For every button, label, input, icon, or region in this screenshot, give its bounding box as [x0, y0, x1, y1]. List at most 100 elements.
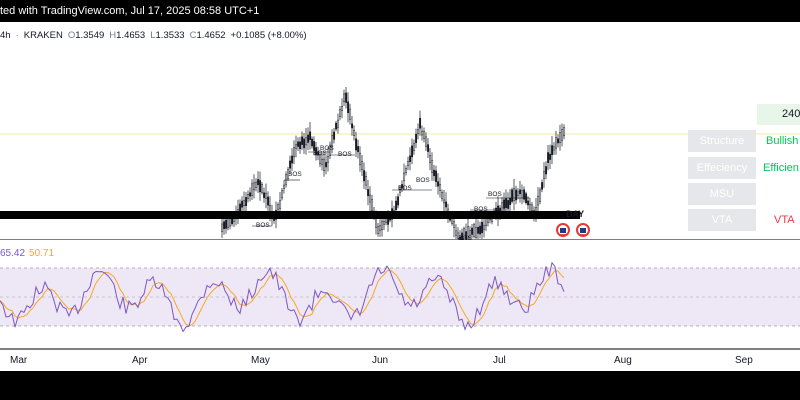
price-label: 240 [757, 104, 800, 125]
candle-body [319, 154, 322, 165]
candle-body [333, 131, 336, 140]
candle-body [395, 200, 398, 210]
rsi-pane[interactable] [0, 240, 800, 350]
candle-body [511, 189, 514, 202]
publisher-text: ted with TradingView.com, Jul 17, 2025 0… [0, 5, 260, 17]
timeframe[interactable]: 4h [0, 29, 11, 41]
candle-body [371, 199, 374, 211]
candle-body [527, 200, 530, 206]
candle-body [557, 138, 560, 144]
candle-body [223, 221, 226, 229]
candle-body [239, 203, 242, 213]
bos-label: BOS [398, 185, 412, 192]
candle-body [355, 138, 358, 151]
candle-body [501, 202, 504, 209]
candle-body [415, 133, 418, 143]
candle-body [297, 141, 300, 147]
candle-body [517, 191, 520, 196]
candle-body [343, 93, 346, 102]
bos-label: BOS [458, 235, 472, 242]
candle-body [563, 127, 566, 137]
candle-body [307, 134, 310, 143]
candle-body [485, 218, 488, 226]
candle-body [365, 176, 368, 186]
candle-body [561, 129, 564, 141]
candle-body [519, 189, 522, 195]
candle-body [363, 170, 366, 182]
candle-body [357, 146, 360, 153]
candle-body [261, 184, 264, 193]
candle-body [259, 180, 262, 193]
candle-body [329, 144, 332, 156]
candle-body [455, 230, 458, 237]
candle-body [315, 147, 318, 156]
bos-label: BOS [320, 145, 334, 152]
candle-body [463, 228, 466, 239]
candle-body [339, 109, 342, 117]
rsi-legend: 65.42 50.71 [0, 248, 54, 259]
candle-body [359, 152, 362, 166]
candle-body [377, 226, 380, 234]
candle-body [539, 189, 542, 202]
time-axis[interactable]: Mar Apr May Jun Jul Aug Sep [0, 350, 800, 370]
candle-body [247, 194, 250, 199]
candle-body [221, 223, 224, 232]
candle-body [283, 184, 286, 189]
candle-body [341, 106, 344, 111]
publisher-bar: ted with TradingView.com, Jul 17, 2025 0… [0, 0, 800, 22]
candle-body [417, 129, 420, 134]
candle-body [541, 182, 544, 190]
bos-label: BOS [288, 171, 302, 178]
rsi-value: 65.42 [0, 248, 26, 259]
candle-body [507, 200, 510, 209]
time-label: May [251, 355, 270, 366]
candle-body [407, 161, 410, 166]
candle-body [479, 225, 482, 235]
candle-body [281, 190, 284, 199]
candle-body [313, 141, 316, 151]
candle-body [429, 155, 432, 163]
candle-body [435, 170, 438, 182]
us-flag-icon[interactable] [576, 223, 590, 237]
candle-body [503, 199, 506, 209]
candle-body [337, 119, 340, 128]
price-chart[interactable] [0, 40, 800, 240]
exchange[interactable]: KRAKEN [23, 29, 63, 41]
msu-label: MSU [688, 183, 756, 205]
time-label: Aug [614, 355, 632, 366]
candle-body [423, 131, 426, 139]
day-label: DAY [566, 209, 585, 219]
candle-body [231, 218, 234, 225]
candle-body [227, 218, 230, 229]
candle-body [241, 200, 244, 208]
candle-body [409, 155, 412, 162]
candle-body [427, 144, 430, 152]
candle-body [279, 200, 282, 209]
time-label: Mar [10, 355, 28, 366]
candle-body [397, 196, 400, 206]
candle-body [299, 141, 302, 149]
structure-label: Structure [688, 130, 756, 152]
candle-body [437, 181, 440, 187]
candle-body [537, 195, 540, 206]
candle-body [457, 232, 460, 239]
candle-body [285, 174, 288, 185]
bos-label: BOS [416, 177, 430, 184]
candle-body [289, 160, 292, 169]
candle-body [443, 199, 446, 204]
candle-body [445, 201, 448, 208]
time-label: Jun [372, 355, 389, 366]
candle-body [295, 144, 298, 149]
us-flag-icon[interactable] [556, 223, 570, 237]
time-label: Jul [493, 355, 506, 366]
candle-body [251, 183, 254, 196]
bos-label: BOS [313, 150, 327, 157]
candle-body [419, 117, 422, 129]
candle-body [257, 179, 260, 186]
candle-body [481, 221, 484, 233]
candle-body [335, 122, 338, 130]
vta-label: VTA [688, 209, 756, 231]
candle-body [433, 169, 436, 177]
bos-label: BOS [338, 151, 352, 158]
high-value: H1.4653 [109, 29, 146, 41]
